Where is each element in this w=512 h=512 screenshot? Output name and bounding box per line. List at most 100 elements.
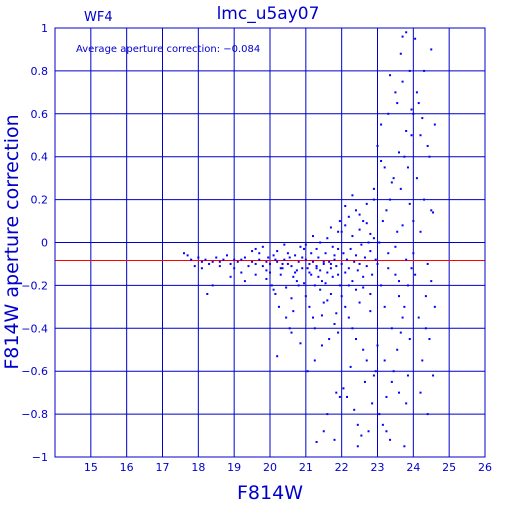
data-point xyxy=(197,256,200,259)
data-point xyxy=(346,258,349,261)
data-point xyxy=(337,273,340,276)
data-point xyxy=(335,391,338,394)
data-point xyxy=(297,260,300,263)
data-point xyxy=(267,256,270,259)
y-tick-label: 0 xyxy=(41,237,48,250)
data-point xyxy=(274,258,277,261)
data-point xyxy=(328,260,331,263)
data-point xyxy=(200,260,203,263)
data-point xyxy=(399,331,402,334)
data-point xyxy=(265,260,268,263)
data-point xyxy=(211,284,214,287)
data-point xyxy=(372,374,375,377)
data-point xyxy=(285,316,288,319)
data-point xyxy=(269,271,271,274)
data-point xyxy=(421,117,424,120)
data-point xyxy=(243,256,246,259)
data-point xyxy=(369,310,372,313)
data-point xyxy=(338,284,341,287)
data-point xyxy=(385,430,388,433)
data-point xyxy=(399,187,402,190)
data-point xyxy=(426,413,429,416)
data-point xyxy=(215,256,218,259)
data-point xyxy=(315,267,318,270)
data-point xyxy=(390,327,393,330)
data-point xyxy=(356,445,359,448)
data-point xyxy=(355,254,357,257)
data-point xyxy=(349,365,352,368)
data-point xyxy=(324,282,327,285)
data-point xyxy=(371,402,374,405)
data-point xyxy=(387,267,390,270)
data-point xyxy=(251,260,254,263)
data-point xyxy=(329,292,332,295)
data-point xyxy=(430,280,433,283)
data-point xyxy=(303,282,306,285)
data-point xyxy=(313,359,316,362)
data-point xyxy=(229,275,232,278)
data-point xyxy=(410,108,413,111)
data-point xyxy=(363,380,366,383)
data-point xyxy=(254,273,257,276)
data-point xyxy=(369,232,372,235)
data-point xyxy=(433,305,436,308)
data-point xyxy=(329,267,332,270)
data-point xyxy=(240,258,243,261)
data-point xyxy=(324,252,327,255)
data-point xyxy=(331,245,334,248)
data-point xyxy=(315,440,318,443)
data-point xyxy=(333,258,336,261)
data-point xyxy=(312,316,314,319)
data-point xyxy=(319,288,322,291)
data-point xyxy=(286,262,289,265)
data-point xyxy=(340,230,343,233)
data-point xyxy=(347,316,350,319)
data-point xyxy=(340,295,343,298)
data-point xyxy=(419,230,422,233)
data-point xyxy=(398,280,400,283)
data-point xyxy=(270,284,273,287)
data-point xyxy=(365,359,368,362)
data-point xyxy=(322,260,325,263)
data-point xyxy=(208,262,211,265)
data-point xyxy=(315,265,318,268)
data-point xyxy=(303,247,306,250)
data-point xyxy=(317,275,320,278)
data-point xyxy=(274,292,277,295)
data-point xyxy=(398,391,400,394)
data-point xyxy=(433,123,436,126)
data-point xyxy=(283,243,286,246)
data-point xyxy=(415,91,418,94)
data-point xyxy=(277,305,280,308)
data-point xyxy=(308,305,311,308)
data-point xyxy=(380,159,383,162)
data-point xyxy=(408,202,411,205)
data-point xyxy=(254,247,257,250)
data-point xyxy=(387,252,390,255)
data-point xyxy=(329,226,332,229)
data-point xyxy=(306,267,309,270)
data-point xyxy=(410,134,413,137)
data-point xyxy=(281,262,284,265)
data-point xyxy=(326,271,329,274)
data-point xyxy=(206,292,209,295)
data-point xyxy=(190,258,193,261)
data-point xyxy=(367,430,370,433)
data-point xyxy=(389,438,392,441)
x-tick-label: 26 xyxy=(478,461,492,474)
data-point xyxy=(355,209,357,212)
data-point xyxy=(299,245,302,248)
data-point xyxy=(353,408,356,411)
data-point xyxy=(385,395,388,398)
data-point xyxy=(406,166,409,169)
data-point xyxy=(428,338,431,341)
data-point xyxy=(299,342,302,345)
data-point xyxy=(426,262,429,265)
data-point xyxy=(401,316,404,319)
data-point xyxy=(389,74,392,77)
y-axis-title: F814W aperture correction xyxy=(1,114,23,369)
data-point xyxy=(405,129,408,132)
data-point xyxy=(403,445,406,448)
data-point xyxy=(320,344,323,347)
data-point xyxy=(297,284,300,287)
